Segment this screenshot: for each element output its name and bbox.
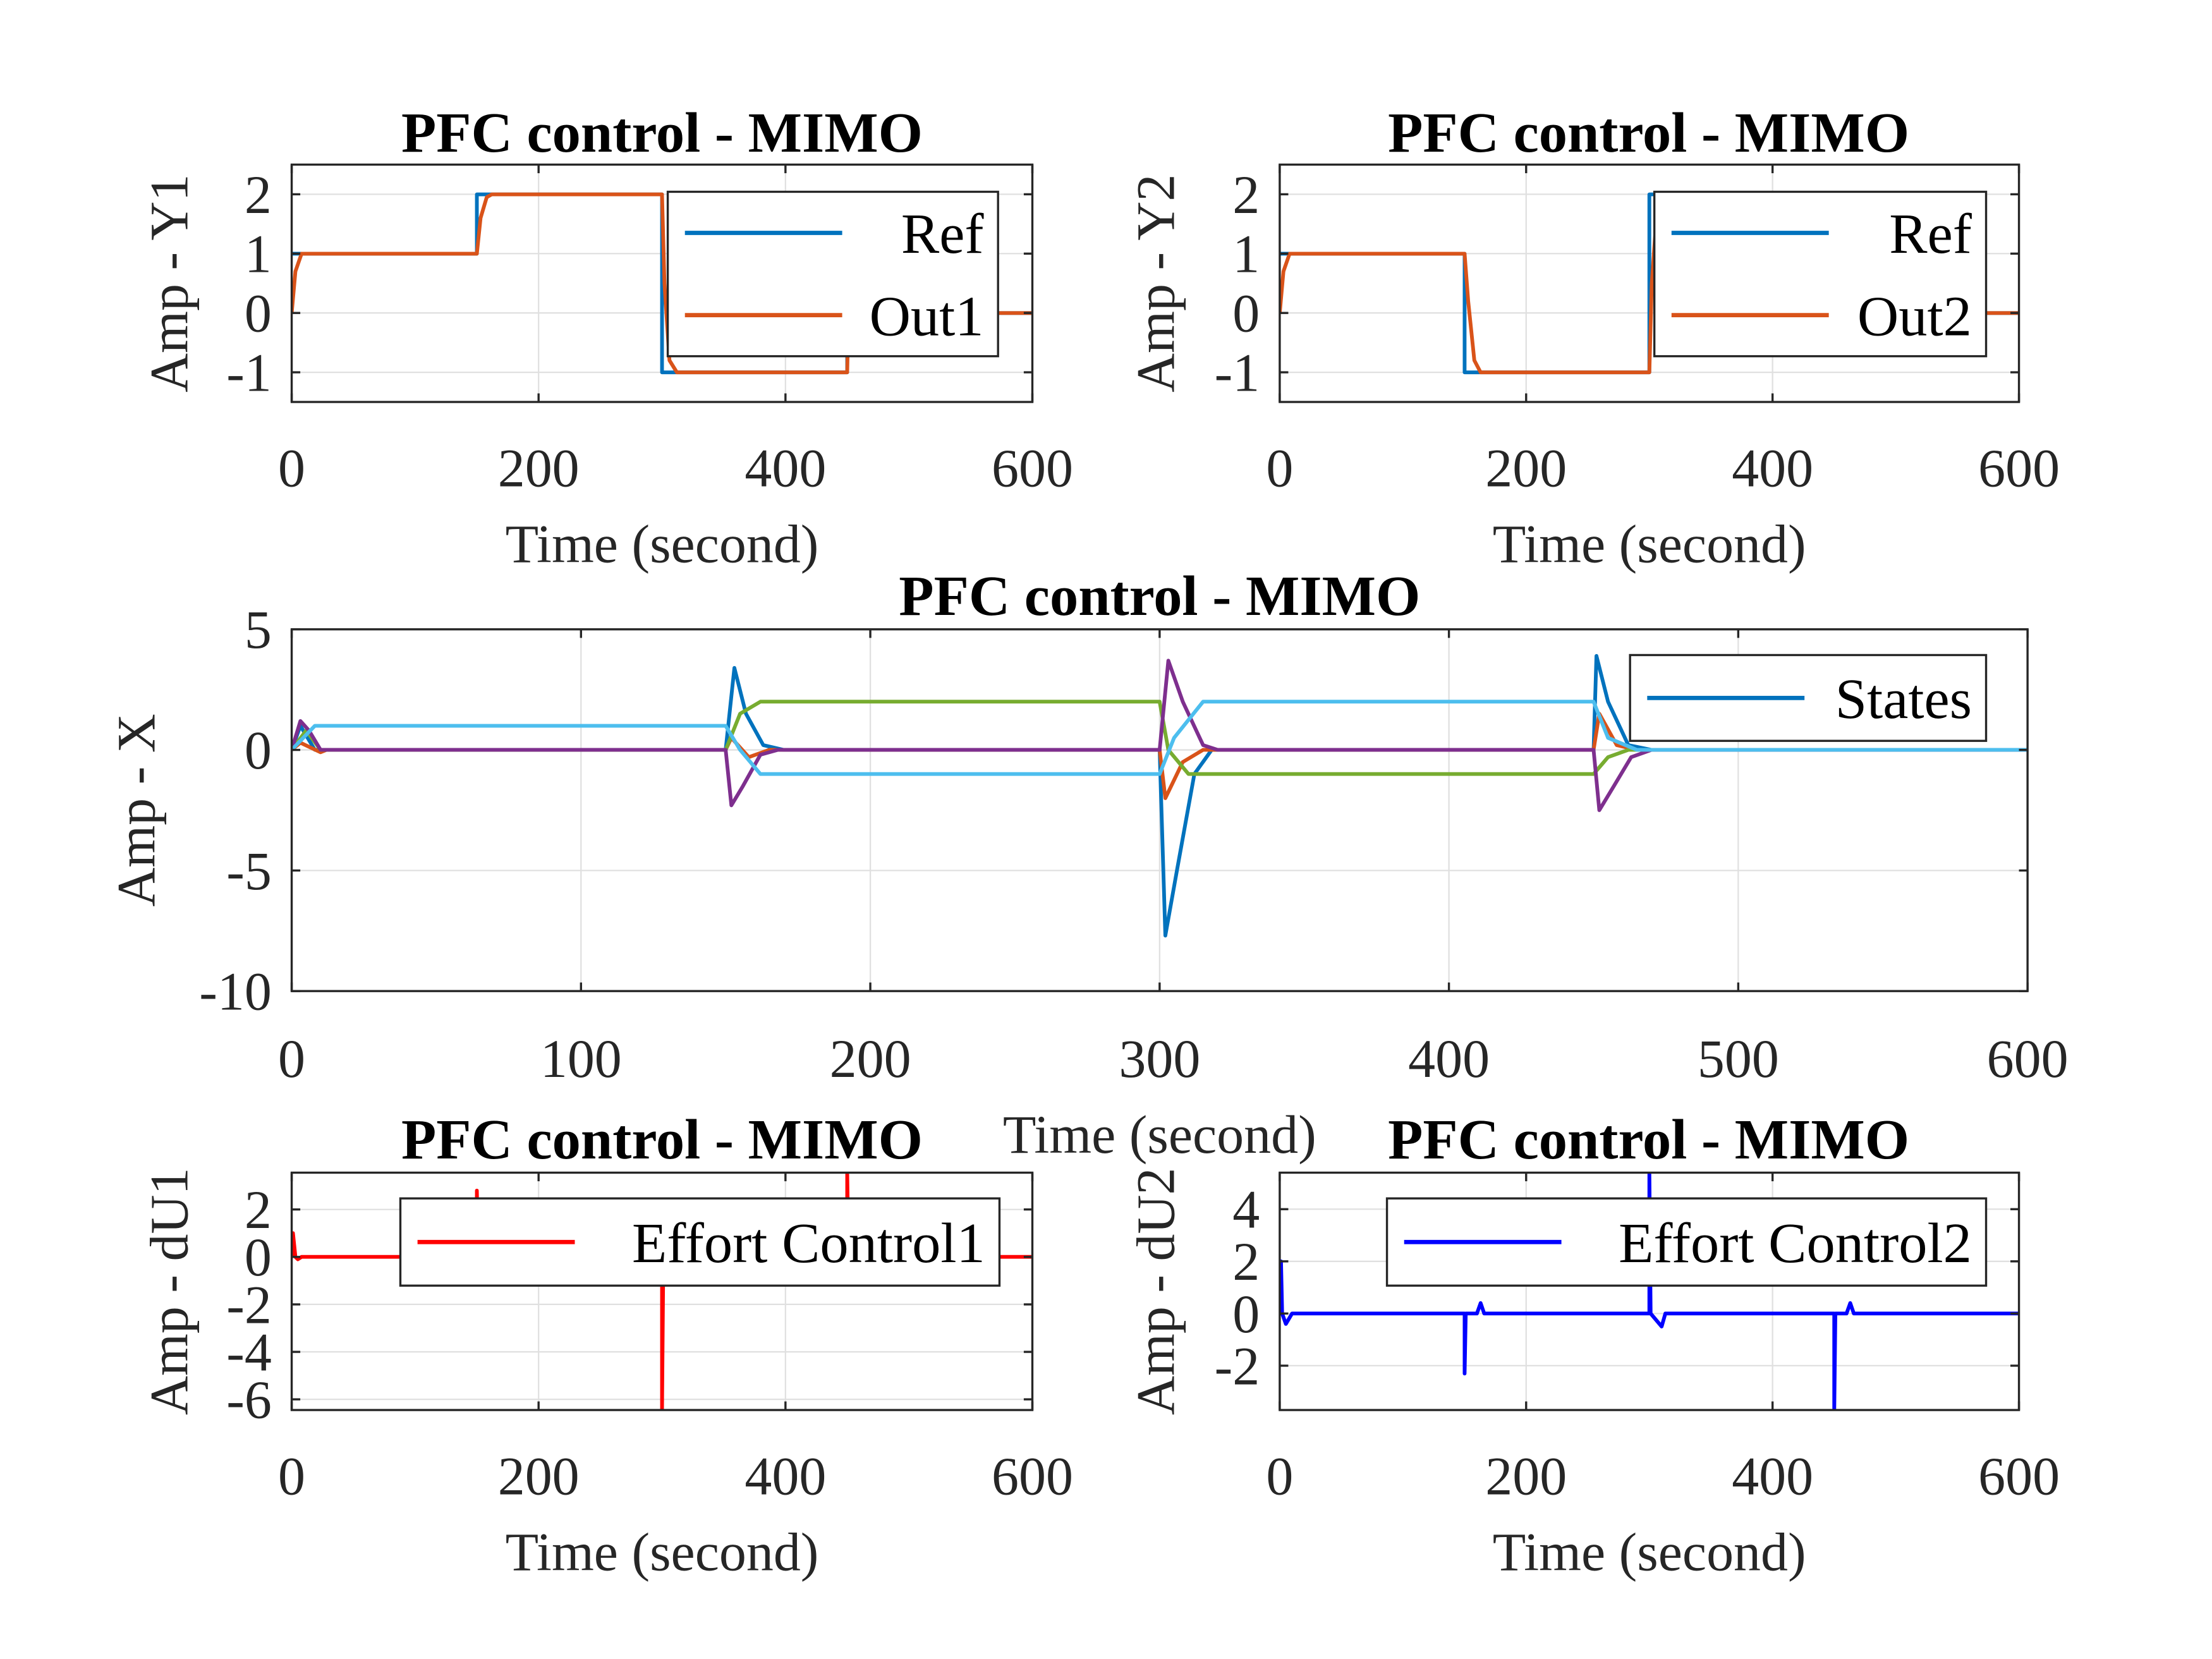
series-line-out1 [291, 192, 1033, 375]
legend-label: Out1 [870, 284, 984, 348]
y-tick-label: 0 [245, 720, 272, 781]
legend: Ref Out1 [666, 190, 999, 358]
y-tick-label: -4 [226, 1322, 272, 1382]
y-tick-label: 2 [245, 1179, 272, 1240]
y-tick-label: -2 [226, 1274, 272, 1335]
y-tick-label: -1 [226, 342, 272, 403]
series-line-state-4 [291, 659, 2028, 812]
legend-label: Effort Control2 [1619, 1211, 1972, 1275]
x-tick-label: 400 [1732, 438, 1813, 499]
x-tick-label: 600 [992, 1446, 1073, 1507]
legend-box [1653, 190, 1988, 358]
x-tick-label: 0 [1266, 1446, 1293, 1507]
x-tick-label: 0 [1266, 438, 1293, 499]
x-tick-label: 200 [1485, 438, 1567, 499]
y-tick-label: 2 [245, 164, 272, 225]
x-tick-label: 400 [1732, 1446, 1813, 1507]
y-tick-label: -10 [199, 961, 272, 1022]
axes-box [1279, 1171, 2021, 1411]
y-tick-label: -1 [1215, 342, 1260, 403]
y-axis-label: Amp - Y1 [138, 174, 199, 392]
chart-title: PFC control - MIMO [401, 100, 923, 164]
chart-title: PFC control - MIMO [899, 564, 1420, 628]
y-tick-label: -5 [226, 841, 272, 901]
series-line-state-5 [291, 700, 2028, 776]
x-tick-label: 200 [498, 1446, 580, 1507]
axes-box [1279, 163, 2021, 403]
x-tick-label: 400 [744, 1446, 826, 1507]
legend-box [666, 190, 999, 358]
y-axis-label: Amp - X [106, 714, 166, 907]
x-tick-label: 600 [1978, 438, 2060, 499]
x-tick-label: 200 [830, 1028, 911, 1089]
y-tick-label: 0 [1232, 283, 1260, 344]
series-line-effort-control2 [1279, 1172, 2019, 1411]
legend-label: Out2 [1857, 284, 1972, 348]
x-axis-label: Time (second) [506, 1521, 819, 1582]
x-tick-label: 600 [992, 438, 1073, 499]
y-axis-label: Amp - dU2 [1125, 1167, 1186, 1415]
x-tick-label: 200 [1485, 1446, 1567, 1507]
x-tick-label: 400 [1408, 1028, 1490, 1089]
legend: Ref Out2 [1653, 190, 1988, 358]
y-axis-label: Amp - dU1 [138, 1167, 199, 1415]
axes-box [290, 163, 1034, 403]
chart-title: PFC control - MIMO [1388, 100, 1909, 164]
legend: Effort Control2 [1385, 1197, 1988, 1287]
legend-label: Ref [901, 202, 985, 265]
chart-title: PFC control - MIMO [1388, 1107, 1909, 1171]
chart-title: PFC control - MIMO [401, 1107, 923, 1171]
x-tick-label: 400 [744, 438, 826, 499]
y-tick-label: 1 [1232, 224, 1260, 284]
x-tick-label: 0 [278, 438, 305, 499]
y-tick-label: 2 [1232, 1231, 1260, 1292]
legend: States [1629, 653, 1988, 742]
x-tick-label: 500 [1698, 1028, 1779, 1089]
y-tick-label: 1 [245, 224, 272, 284]
x-tick-label: 0 [278, 1446, 305, 1507]
x-tick-label: 600 [1987, 1028, 2069, 1089]
y-tick-label: 4 [1232, 1179, 1260, 1240]
x-tick-label: 200 [498, 438, 580, 499]
y-tick-label: 0 [245, 283, 272, 344]
y-tick-label: -6 [226, 1370, 272, 1430]
x-axis-label: Time (second) [506, 513, 819, 574]
x-tick-label: 300 [1119, 1028, 1200, 1089]
legend-label: Ref [1889, 202, 1972, 265]
subplot-x: 0 100 200 300 400 500 600 -10 -5 0 5 PFC control - … [106, 564, 2068, 1165]
y-tick-label: 0 [1232, 1284, 1260, 1344]
y-tick-label: 2 [1232, 164, 1260, 225]
y-axis-label: Amp - Y2 [1125, 174, 1186, 392]
x-axis-label: Time (second) [1493, 1521, 1806, 1582]
y-tick-label: 5 [245, 599, 272, 660]
x-axis-label: Time (second) [1003, 1104, 1316, 1165]
series-group [291, 653, 2028, 938]
series-group [1279, 1172, 2019, 1411]
x-tick-label: 0 [278, 1028, 305, 1089]
x-tick-label: 600 [1978, 1446, 2060, 1507]
legend-label: Effort Control1 [632, 1211, 985, 1275]
x-tick-label: 100 [540, 1028, 622, 1089]
legend: Effort Control1 [399, 1197, 1001, 1287]
axes-box [290, 1171, 1034, 1411]
legend-label: States [1835, 667, 1972, 731]
y-tick-label: -2 [1215, 1335, 1260, 1396]
x-axis-label: Time (second) [1493, 513, 1806, 574]
y-tick-label: 0 [245, 1227, 272, 1287]
